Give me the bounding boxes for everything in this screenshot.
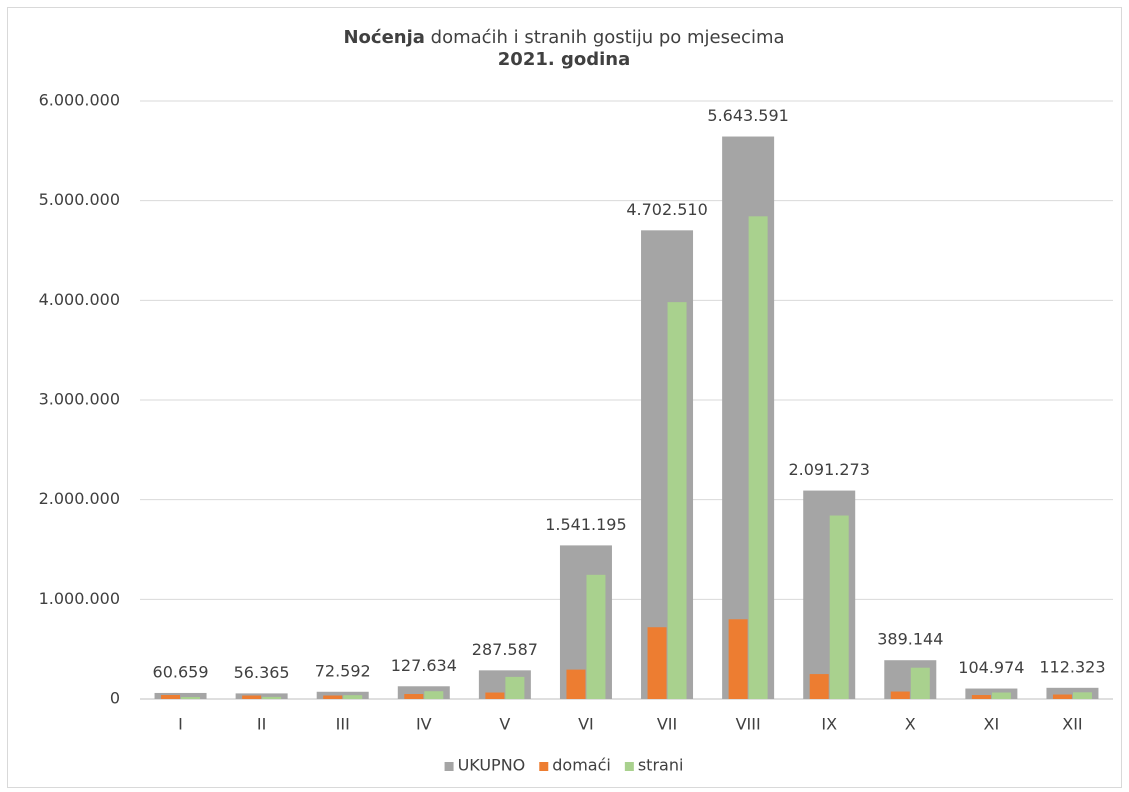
bar — [647, 627, 667, 699]
legend-label: UKUPNO — [458, 756, 526, 775]
y-tick-label: 0 — [110, 689, 120, 708]
x-tick-label: XII — [1062, 715, 1082, 734]
legend-label: domaći — [552, 756, 611, 775]
bar — [1072, 692, 1092, 699]
bar — [262, 696, 282, 699]
x-tick-label: IV — [416, 715, 432, 734]
x-tick-label: II — [257, 715, 266, 734]
y-tick-label: 3.000.000 — [39, 390, 120, 409]
bar — [235, 693, 288, 699]
data-label: 112.323 — [1039, 657, 1105, 676]
bar — [1046, 687, 1099, 699]
x-tick-label: IX — [821, 715, 837, 734]
bar — [890, 691, 910, 699]
bar — [910, 667, 930, 699]
data-label: 1.541.195 — [545, 515, 626, 534]
bar — [748, 216, 768, 699]
y-tick-label: 2.000.000 — [39, 489, 120, 508]
title-bold: Noćenja — [343, 27, 424, 48]
chart-subtitle: 2021. godina — [498, 49, 630, 70]
x-tick-label: I — [178, 715, 183, 734]
data-label: 127.634 — [391, 656, 457, 675]
bar — [343, 695, 363, 699]
bar — [971, 695, 991, 699]
y-tick-label: 4.000.000 — [39, 290, 120, 309]
y-tick-label: 6.000.000 — [39, 91, 120, 110]
bar — [323, 695, 343, 699]
bar — [1052, 694, 1072, 699]
data-label: 104.974 — [958, 658, 1024, 677]
bar — [404, 694, 424, 699]
x-tick-label: III — [336, 715, 350, 734]
bar — [485, 692, 505, 699]
bar — [586, 574, 606, 699]
bar — [829, 515, 849, 699]
data-label: 389.144 — [877, 630, 943, 649]
y-tick-label: 5.000.000 — [39, 190, 120, 209]
data-label: 4.702.510 — [626, 200, 707, 219]
chart-title: Noćenja domaćih i stranih gostiju po mje… — [343, 27, 784, 48]
x-tick-label: VI — [578, 715, 594, 734]
bar — [316, 691, 369, 699]
data-label: 287.587 — [472, 640, 538, 659]
bar — [181, 697, 201, 699]
x-tick-label: V — [499, 715, 510, 734]
data-label: 60.659 — [153, 662, 209, 681]
legend-label: strani — [638, 756, 684, 775]
x-tick-label: VII — [657, 715, 677, 734]
bar — [505, 676, 525, 699]
x-tick-label: X — [905, 715, 916, 734]
data-label: 5.643.591 — [707, 106, 788, 125]
legend-swatch — [539, 762, 549, 771]
legend-swatch — [444, 762, 454, 771]
x-tick-label: VIII — [736, 715, 761, 734]
bar — [424, 691, 444, 699]
bar — [242, 695, 262, 699]
bar — [965, 688, 1018, 699]
legend-swatch — [624, 762, 634, 771]
bar — [991, 692, 1011, 699]
data-label: 2.091.273 — [788, 460, 869, 479]
data-label: 56.365 — [234, 663, 290, 682]
bar — [566, 669, 586, 699]
bar — [161, 695, 181, 699]
x-tick-label: XI — [984, 715, 1000, 734]
bar — [667, 302, 687, 699]
title-rest: domaćih i stranih gostiju po mjesecima — [431, 27, 785, 48]
bar — [154, 692, 207, 699]
y-tick-label: 1.000.000 — [39, 589, 120, 608]
bar — [809, 674, 829, 699]
bar — [728, 619, 748, 699]
data-label: 72.592 — [315, 661, 371, 680]
